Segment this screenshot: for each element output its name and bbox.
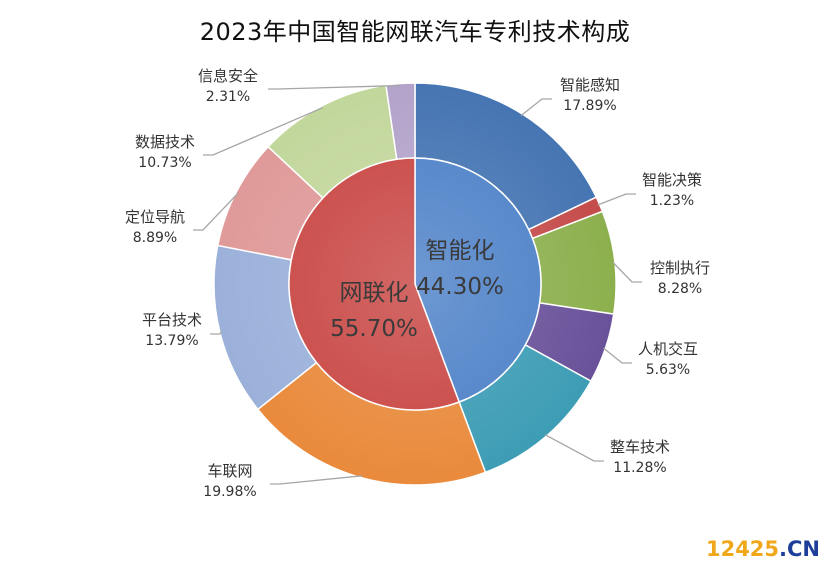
- leader-line-9: [268, 84, 401, 90]
- outer-name-label-9: 信息安全: [198, 67, 258, 85]
- inner-value-label-1: 55.70%: [330, 316, 418, 342]
- leader-line-2: [612, 261, 642, 283]
- leader-line-1: [597, 193, 636, 206]
- outer-name-label-2: 控制执行: [650, 259, 710, 277]
- outer-value-label-4: 11.28%: [613, 460, 666, 476]
- leader-line-6: [210, 330, 223, 335]
- outer-value-label-5: 19.98%: [203, 484, 256, 500]
- inner-name-label-0: 智能化: [426, 238, 495, 264]
- leader-line-5: [270, 475, 363, 485]
- leader-line-7: [193, 193, 239, 231]
- outer-name-label-5: 车联网: [207, 462, 252, 480]
- outer-value-label-3: 5.63%: [646, 362, 690, 378]
- outer-value-label-2: 8.28%: [658, 281, 702, 297]
- leader-line-4: [544, 434, 604, 462]
- leader-line-3: [603, 347, 632, 364]
- outer-name-label-6: 平台技术: [142, 311, 202, 329]
- outer-name-label-7: 定位导航: [125, 208, 185, 226]
- outer-name-label-1: 智能决策: [642, 171, 702, 189]
- leader-line-8: [203, 107, 323, 156]
- chart-shine-overlay: [214, 83, 616, 485]
- outer-name-label-3: 人机交互: [638, 340, 698, 358]
- outer-value-label-8: 10.73%: [138, 155, 191, 171]
- outer-value-label-6: 13.79%: [145, 333, 198, 349]
- outer-value-label-0: 17.89%: [563, 98, 616, 114]
- leader-line-0: [520, 98, 552, 117]
- outer-value-label-7: 8.89%: [133, 230, 177, 246]
- chart-title: 2023年中国智能网联汽车专利技术构成: [199, 18, 631, 46]
- outer-value-label-9: 2.31%: [206, 89, 250, 105]
- outer-name-label-0: 智能感知: [560, 76, 620, 94]
- inner-name-label-1: 网联化: [340, 280, 409, 306]
- outer-name-label-4: 整车技术: [610, 438, 670, 456]
- site-watermark: 12425.CN: [705, 537, 820, 561]
- outer-value-label-1: 1.23%: [650, 193, 694, 209]
- outer-name-label-8: 数据技术: [135, 133, 195, 151]
- inner-value-label-0: 44.30%: [416, 274, 504, 300]
